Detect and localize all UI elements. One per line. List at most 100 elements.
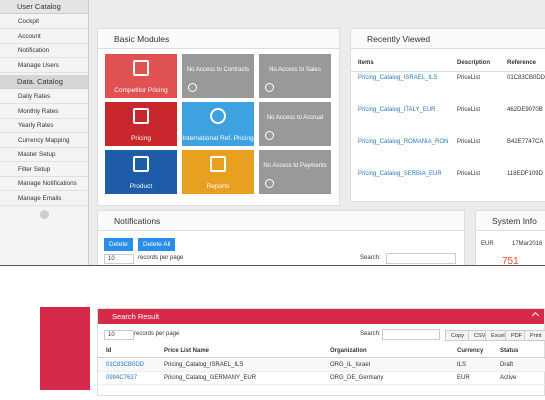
menu-item[interactable]: Account	[0, 30, 88, 44]
tile-icon	[210, 156, 226, 172]
tile-label: No Access to Accrual	[266, 115, 324, 121]
module-tile[interactable]: No Access to Sales	[259, 54, 331, 98]
panel-title: Notifications	[98, 211, 464, 231]
module-tile[interactable]: Product	[105, 150, 177, 194]
count: 751	[502, 256, 519, 266]
column-header[interactable]: Id	[106, 348, 112, 354]
tile-label: Pricing	[131, 135, 151, 142]
button[interactable]: Delete	[104, 238, 133, 251]
menu-item[interactable]: Manage Users	[0, 59, 88, 73]
system-info-panel: System Info EUR 17Mar2016 751	[475, 210, 545, 266]
tile-label: No Access to Payments	[263, 163, 327, 169]
cell: EUR	[457, 375, 470, 381]
notifications-panel: Notifications Delete Delete All 10 records …	[97, 210, 465, 265]
search-input[interactable]	[386, 253, 456, 264]
module-tile[interactable]: No Access to Accrual	[259, 102, 331, 146]
recently-viewed-panel: Recently Viewed Items Description Referenc…	[350, 28, 545, 202]
item-link[interactable]: Pricing_Catalog_ISRAEL_ILS	[358, 75, 438, 81]
page-size-select[interactable]: 10	[104, 254, 134, 264]
module-tile[interactable]: International Ref. Pricing	[182, 102, 254, 146]
cell: B42E7747CA	[507, 139, 544, 145]
menu-item[interactable]: Daily Rates	[0, 90, 88, 104]
tile-icon	[265, 131, 274, 140]
panel-title: System Info	[476, 211, 545, 231]
menu-group[interactable]: User Catalog	[0, 0, 88, 14]
label: records per page	[138, 255, 184, 261]
menu-item[interactable]: Yearly Rates	[0, 119, 88, 133]
cell: Active	[500, 375, 517, 381]
menu-item[interactable]: Cockpit	[0, 15, 88, 29]
column-header: Items	[358, 60, 374, 66]
id-link[interactable]: 01C83CB0DD	[106, 362, 145, 368]
red-block	[40, 307, 90, 390]
tile-icon	[210, 108, 226, 124]
tile-label: Competitor Pricing	[114, 87, 168, 94]
tile-label: Product	[129, 183, 153, 190]
cell: ILS	[457, 362, 467, 368]
item-link[interactable]: Pricing_Catalog_ITALY_EUR	[358, 107, 436, 113]
tile-icon	[133, 108, 149, 124]
button[interactable]: Delete All	[138, 238, 176, 251]
menu-item[interactable]: Manage Notifications	[0, 177, 88, 191]
tile-label: No Access to Contracts	[186, 67, 250, 73]
panel-title: Recently Viewed	[351, 29, 545, 49]
menu-item[interactable]: Monthly Rates	[0, 105, 88, 119]
search-result-panel: Search Result 10 records per page Search: C…	[97, 308, 545, 396]
menu-item[interactable]: Currency Mapping	[0, 134, 88, 148]
item-link[interactable]: Pricing_Catalog_ROMANIA_RON	[358, 139, 449, 145]
label: Search:	[360, 255, 381, 261]
cell: ORG_DE_Germany	[330, 375, 384, 381]
header-row	[98, 346, 545, 358]
tile-icon	[133, 156, 149, 172]
item-link[interactable]: Pricing_Catalog_SERBIA_EUR	[358, 171, 442, 177]
column-header: Reference	[507, 60, 537, 66]
export-button[interactable]: Copy	[445, 330, 471, 341]
panel-title: Search Result	[98, 309, 544, 324]
id-link[interactable]: 0994C7637	[106, 375, 138, 381]
divider	[351, 71, 545, 72]
cell: ORG_IL_Israel	[330, 362, 371, 368]
column-header[interactable]: Status	[500, 348, 519, 354]
modules-panel: Basic Modules Competitor Pricing No Acces…	[97, 28, 340, 206]
cell: 118EDF109D	[507, 171, 543, 177]
dashboard: User Catalog Cockpit Account Notification Ma…	[0, 0, 545, 266]
column-header[interactable]: Currency	[457, 348, 484, 354]
cell: PriceList	[457, 139, 481, 145]
menu-item[interactable]: Notification	[0, 44, 88, 58]
currency: EUR	[481, 241, 494, 247]
menu-item[interactable]: Manage Emails	[0, 192, 88, 206]
menu-item[interactable]: Master Setup	[0, 148, 88, 162]
module-tile[interactable]: No Access to Contracts	[182, 54, 254, 98]
cell: Pricing_Catalog_ISRAEL_ILS	[164, 362, 244, 368]
panel-title: Basic Modules	[98, 29, 339, 49]
cell: 462DE9070B	[507, 107, 543, 113]
column-header[interactable]: Price List Name	[164, 348, 210, 354]
module-tile[interactable]: Pricing	[105, 102, 177, 146]
module-tile[interactable]: Competitor Pricing	[105, 54, 177, 98]
column-header: Description	[457, 60, 491, 66]
search-input[interactable]	[382, 329, 440, 340]
date: 17Mar2016	[512, 241, 543, 247]
row	[98, 372, 545, 385]
tile-icon	[265, 83, 274, 92]
cell: 01C83CB0DD	[507, 75, 545, 81]
label: Search:	[360, 331, 381, 337]
tile-icon	[265, 179, 274, 188]
collapse-button[interactable]	[40, 210, 49, 219]
cell: Draft	[500, 362, 514, 368]
row	[98, 359, 545, 372]
module-tile[interactable]: No Access to Payments	[259, 150, 331, 194]
column-header[interactable]: Organization	[330, 348, 367, 354]
cell: PriceList	[457, 171, 481, 177]
tile-label: Reports	[206, 183, 230, 190]
label: records per page	[134, 331, 180, 337]
menu-item[interactable]: Filter Setup	[0, 163, 88, 177]
export-button[interactable]: Print	[524, 330, 545, 341]
page-size-select[interactable]: 10	[104, 330, 134, 340]
module-tile[interactable]: Reports	[182, 150, 254, 194]
tile-label: International Ref. Pricing	[182, 135, 254, 142]
menu-group[interactable]: Data. Catalog	[0, 75, 88, 89]
cell: PriceList	[457, 107, 481, 113]
cell: Pricing_Catalog_GERMANY_EUR	[164, 375, 257, 381]
